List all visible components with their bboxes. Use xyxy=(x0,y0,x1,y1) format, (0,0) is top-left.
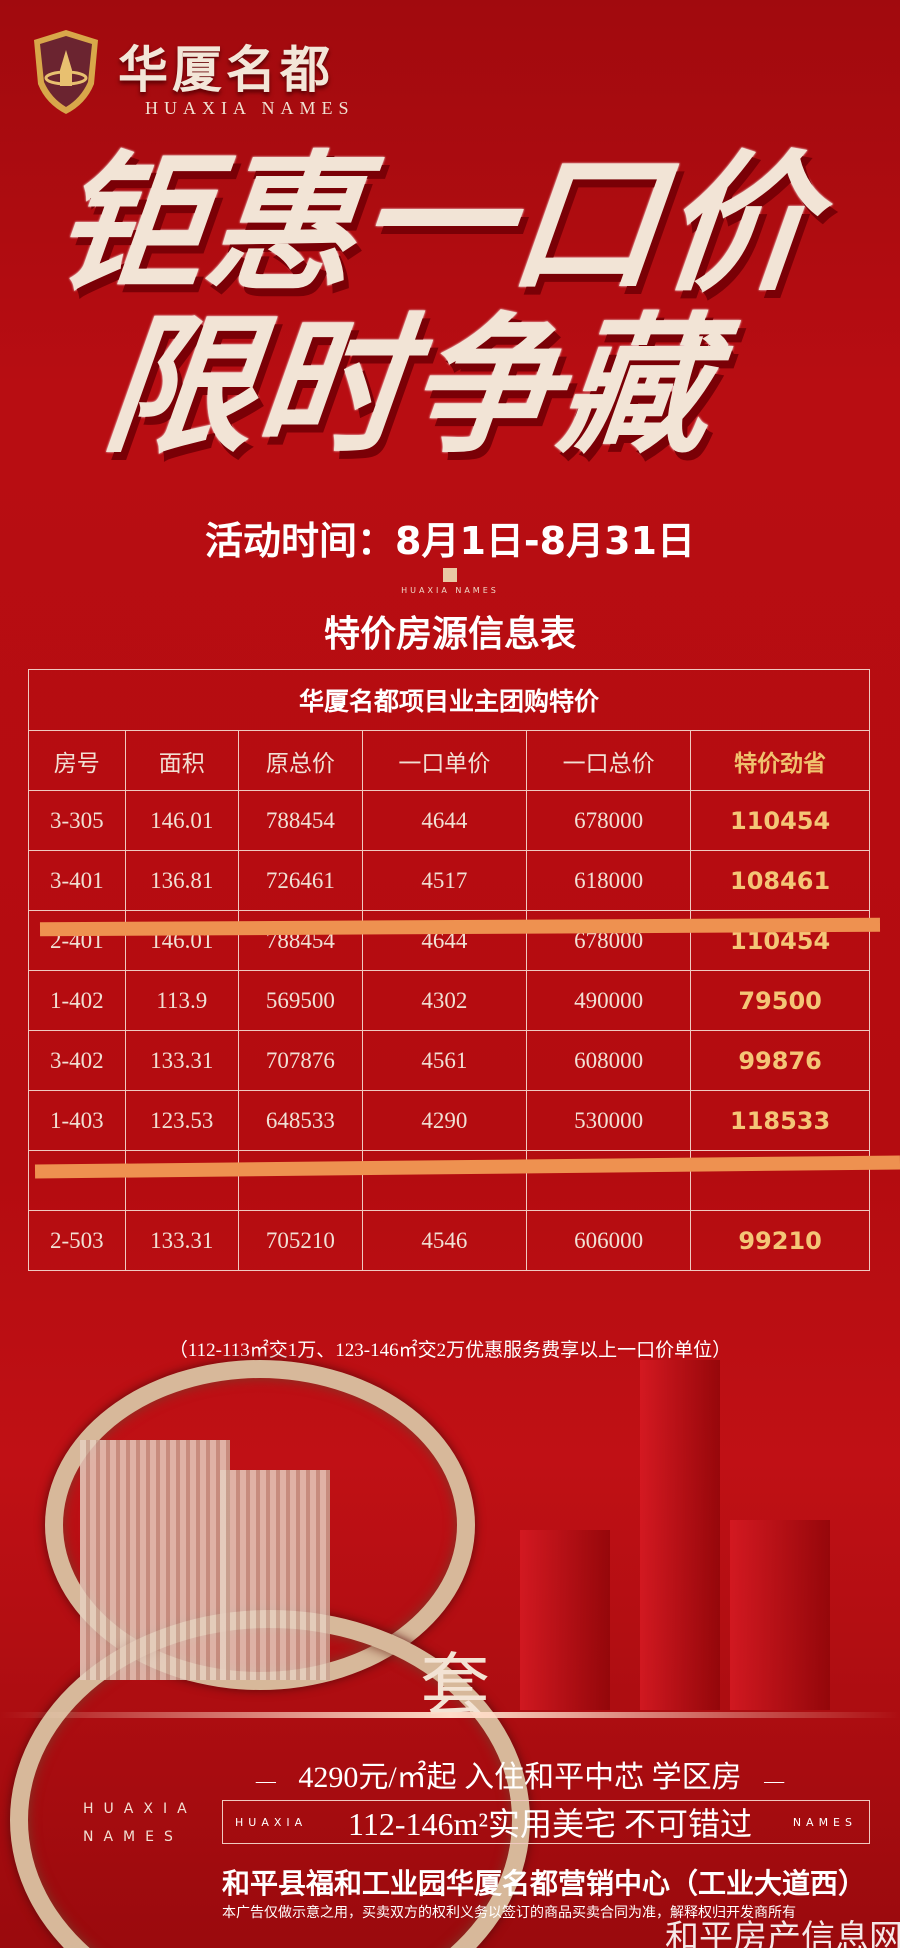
cell-original-price: 648533 xyxy=(238,1090,363,1151)
cell-savings: 99210 xyxy=(690,1210,870,1271)
cell-unit-price: 4546 xyxy=(361,1210,527,1271)
cell-total-price: 606000 xyxy=(525,1210,692,1271)
table-title: 特价房源信息表 xyxy=(323,614,576,655)
table-row: 2-503 133.31 705210 4546 606000 99210 xyxy=(28,1210,870,1271)
cell-area: 136.81 xyxy=(124,850,240,911)
header-total-price: 一口总价 xyxy=(525,730,692,791)
cell-original-price: 705210 xyxy=(238,1210,363,1271)
cell-unit-price: 4561 xyxy=(361,1030,527,1091)
table-header-row: 房号 面积 原总价 一口单价 一口总价 特价劲省 xyxy=(28,730,870,791)
cell-total-price: 530000 xyxy=(525,1090,692,1151)
table-row: 3-305 146.01 788454 4644 678000 110454 xyxy=(28,790,870,851)
cell-total-price: 618000 xyxy=(525,850,692,911)
cell-original-price: 707876 xyxy=(238,1030,363,1091)
cell-area xyxy=(124,1150,240,1211)
feature-box: HUAXIA 112-146m²实用美宅 不可错过 NAMES xyxy=(222,1800,870,1844)
cell-savings: 108461 xyxy=(690,850,870,911)
cell-room: 1-402 xyxy=(28,970,126,1031)
table-row: 1-402 113.9 569500 4302 490000 79500 xyxy=(28,970,870,1031)
cell-area: 133.31 xyxy=(124,1030,240,1091)
building-image xyxy=(80,1440,230,1680)
cell-room: 3-305 xyxy=(28,790,126,851)
cell-original-price: 726461 xyxy=(238,850,363,911)
mini-logo-text: HUAXIA NAMES xyxy=(401,586,499,595)
cell-room: 3-402 xyxy=(28,1030,126,1091)
building-image xyxy=(220,1470,330,1680)
slogan: — 4290元/㎡起 入住和平中芯 学区房 — xyxy=(255,1761,785,1794)
cell-unit-price: 4290 xyxy=(361,1090,527,1151)
side-brand: HUAXIA NAMES xyxy=(83,1795,197,1851)
side-brand-line: NAMES xyxy=(83,1829,183,1845)
cell-original-price: 788454 xyxy=(238,790,363,851)
cell-unit-price: 4517 xyxy=(361,850,527,911)
tower-graphic xyxy=(640,1360,720,1710)
table-caption: 华厦名都项目业主团购特价 xyxy=(28,669,870,731)
cell-original-price: 569500 xyxy=(238,970,363,1031)
fee-note: （112-113㎡交1万、123-146㎡交2万优惠服务费享以上一口价单位） xyxy=(168,1340,732,1361)
cell-room: 1-403 xyxy=(28,1090,126,1151)
headline-line-2: 限时争藏 xyxy=(95,300,723,474)
table-row: 3-401 136.81 726461 4517 618000 108461 xyxy=(28,850,870,911)
tower-graphic xyxy=(730,1520,830,1710)
cell-savings: 79500 xyxy=(690,970,870,1031)
address: 和平县福和工业园华厦名都营销中心（工业大道西） xyxy=(222,1867,867,1900)
table-row: 1-403 123.53 648533 4290 530000 118533 xyxy=(28,1090,870,1151)
cell-area: 146.01 xyxy=(124,790,240,851)
cell-savings: 118533 xyxy=(690,1090,870,1151)
light-streak xyxy=(0,1712,900,1718)
cell-total-price: 608000 xyxy=(525,1030,692,1091)
cell-unit-price: 4302 xyxy=(361,970,527,1031)
header-savings: 特价劲省 xyxy=(690,730,870,791)
cell-savings: 99876 xyxy=(690,1030,870,1091)
cell-total-price: 490000 xyxy=(525,970,692,1031)
box-en-right: NAMES xyxy=(792,1815,857,1829)
side-brand-line: HUAXIA xyxy=(83,1801,197,1817)
cell-area: 133.31 xyxy=(124,1210,240,1271)
cell-room: 3-401 xyxy=(28,850,126,911)
watermark: 和平房产信息网 xyxy=(665,1918,900,1948)
brand-name: 华厦名都 xyxy=(118,41,334,99)
tower-graphic xyxy=(520,1530,610,1710)
cell-room xyxy=(28,1150,126,1211)
header-unit-price: 一口单价 xyxy=(361,730,527,791)
cell-room: 2-401 xyxy=(28,910,126,971)
cell-area: 113.9 xyxy=(124,970,240,1031)
price-table: 华厦名都项目业主团购特价 房号 面积 原总价 一口单价 一口总价 特价劲省 3-… xyxy=(28,669,870,1271)
disclaimer: 本广告仅做示意之用，买卖双方的权利义务以签订的商品买卖合同为准，解释权归开发商所… xyxy=(222,1905,796,1921)
cell-area: 123.53 xyxy=(124,1090,240,1151)
header-area: 面积 xyxy=(124,730,240,791)
shield-logo-icon xyxy=(34,30,98,114)
logo-mark-icon xyxy=(443,568,457,582)
box-main-text: 112-146m²实用美宅 不可错过 xyxy=(348,1806,752,1842)
cell-unit-price: 4644 xyxy=(361,790,527,851)
cell-savings: 110454 xyxy=(690,790,870,851)
table-row: 3-402 133.31 707876 4561 608000 99876 xyxy=(28,1030,870,1091)
brand-name-en: HUAXIA NAMES xyxy=(145,98,355,118)
cell-original-price xyxy=(238,1150,363,1211)
activity-period: 活动时间：8月1日-8月31日 xyxy=(205,519,695,563)
slogan-text: 4290元/㎡起 入住和平中芯 学区房 xyxy=(298,1761,742,1794)
headline-line-1: 钜惠一口价 xyxy=(45,138,825,312)
box-en-left: HUAXIA xyxy=(235,1815,308,1829)
mini-logo: HUAXIA NAMES xyxy=(0,568,900,595)
header-room: 房号 xyxy=(28,730,126,791)
cell-original-price: 788454 xyxy=(238,910,363,971)
cell-area: 146.01 xyxy=(124,910,240,971)
cell-total-price: 678000 xyxy=(525,790,692,851)
cell-room: 2-503 xyxy=(28,1210,126,1271)
header-original-price: 原总价 xyxy=(238,730,363,791)
